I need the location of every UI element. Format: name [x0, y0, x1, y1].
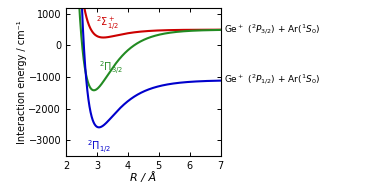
Text: Ge$^+$ ($^2P_{1/2}$) + Ar($^1S_0$): Ge$^+$ ($^2P_{1/2}$) + Ar($^1S_0$) [224, 73, 320, 87]
Text: $^2\Sigma_{1/2}^+$: $^2\Sigma_{1/2}^+$ [96, 15, 119, 33]
Text: $^2\Pi_{3/2}$: $^2\Pi_{3/2}$ [100, 59, 124, 76]
Y-axis label: Interaction energy / cm⁻¹: Interaction energy / cm⁻¹ [17, 20, 27, 144]
X-axis label: R / Å: R / Å [130, 172, 156, 183]
Text: $^2\Pi_{1/2}$: $^2\Pi_{1/2}$ [87, 138, 111, 155]
Text: Ge$^+$ ($^2P_{3/2}$) + Ar($^1S_0$): Ge$^+$ ($^2P_{3/2}$) + Ar($^1S_0$) [224, 22, 320, 37]
